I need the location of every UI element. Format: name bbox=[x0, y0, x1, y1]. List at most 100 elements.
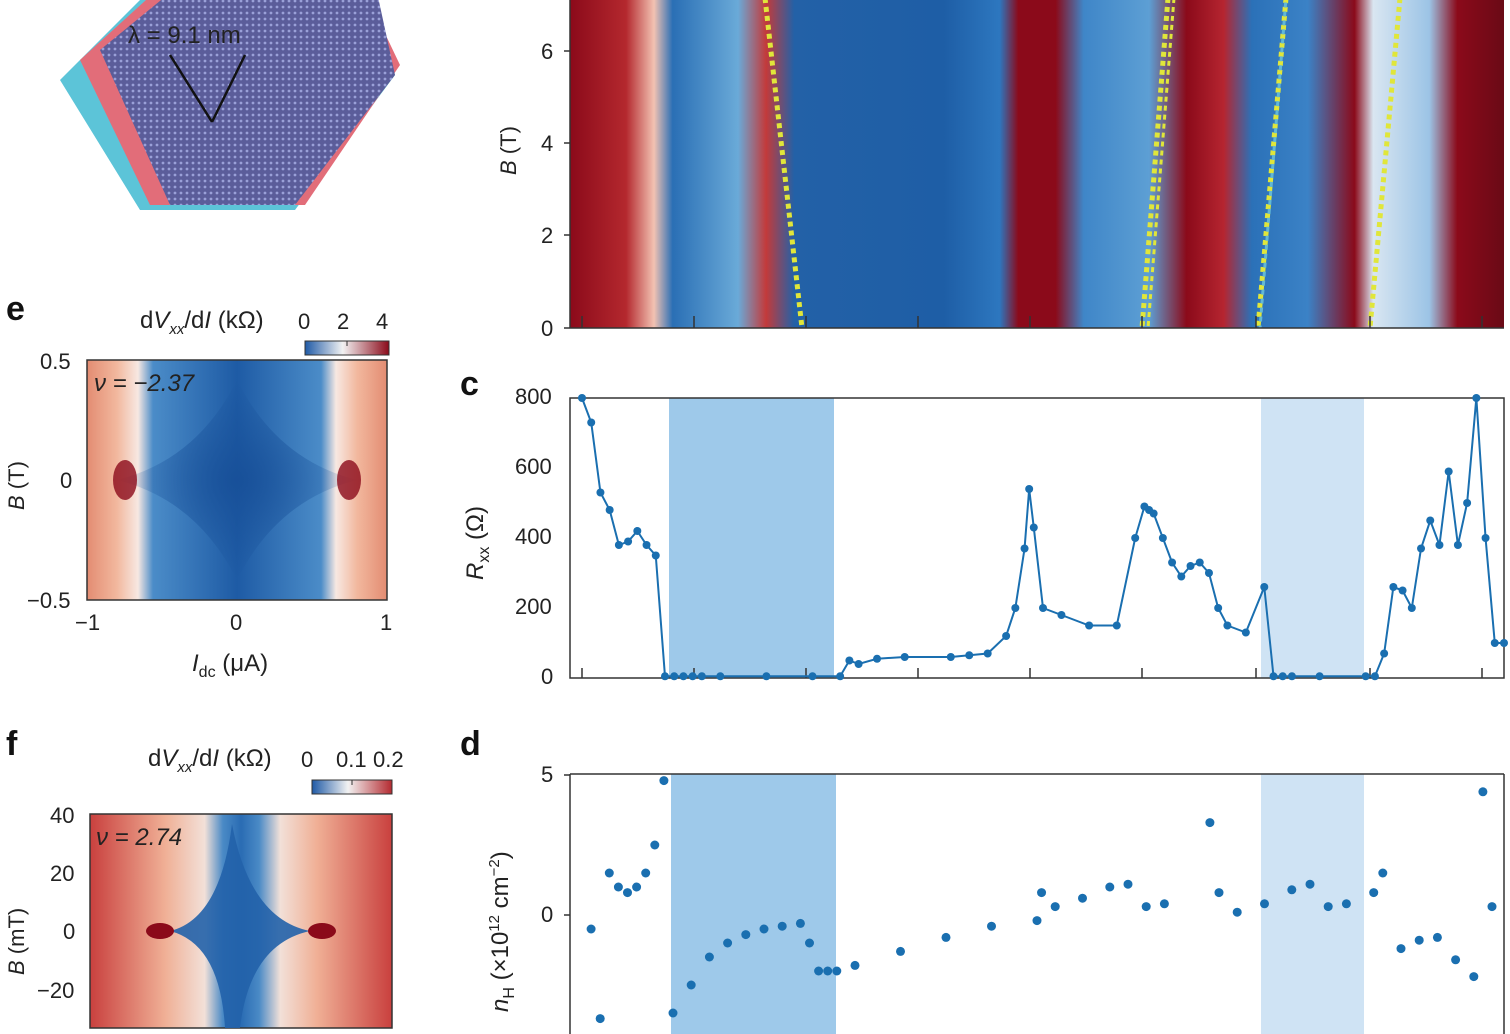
panel-c-point bbox=[845, 656, 854, 665]
panel-c-point bbox=[1481, 534, 1490, 542]
panel-d-point bbox=[1305, 879, 1315, 889]
panel-d-point bbox=[704, 952, 714, 962]
panel-c-point bbox=[1112, 621, 1121, 630]
panel-d-point bbox=[1260, 899, 1269, 909]
panel-e-colorbar-label: dVxx/dI (kΩ) bbox=[140, 307, 264, 338]
panel-f-cbar-tick-01: 0.1 bbox=[336, 747, 367, 772]
panel-c-point bbox=[660, 672, 669, 681]
panel-d-point bbox=[686, 980, 696, 990]
panel-d-point bbox=[823, 966, 833, 976]
panel-d-point bbox=[1159, 899, 1169, 909]
panel-c-point bbox=[614, 541, 623, 549]
panel-d-letter: d bbox=[460, 725, 481, 763]
panel-f-ytick-m20: −20 bbox=[37, 978, 75, 1003]
panel-c-point bbox=[688, 672, 697, 681]
panel-e-xlabel: Idc (μA) bbox=[192, 650, 269, 681]
panel-c-point bbox=[633, 527, 642, 535]
panel-d-point bbox=[1078, 893, 1087, 903]
panel-c-point bbox=[1029, 523, 1038, 532]
panel-e-xtick-right: 1 bbox=[380, 610, 393, 635]
panel-d-ytick-5: 5 bbox=[541, 762, 554, 787]
panel-f-ytick-0: 0 bbox=[63, 919, 76, 944]
panel-c-point bbox=[1453, 541, 1462, 549]
panel-d-point bbox=[814, 966, 824, 976]
panel-d-point bbox=[668, 1008, 678, 1018]
panel-d-point bbox=[623, 888, 632, 898]
panel-c-point bbox=[1380, 649, 1389, 658]
panel-c-point bbox=[1057, 611, 1066, 619]
panel-c-band-2 bbox=[1261, 398, 1364, 678]
panel-f-ytick-40: 40 bbox=[50, 803, 75, 828]
panel-c-band-1 bbox=[669, 398, 834, 678]
panel-c-point bbox=[578, 394, 586, 402]
panel-e-colorbar bbox=[304, 340, 390, 356]
panel-c-point bbox=[1025, 485, 1034, 493]
panel-f-nu-label: ν = 2.74 bbox=[96, 824, 183, 851]
panel-c-point bbox=[1472, 394, 1481, 402]
panel-b-ytick-0: 0 bbox=[541, 316, 554, 341]
panel-c-point bbox=[1260, 583, 1269, 591]
panel-d-ytick-0: 0 bbox=[541, 902, 554, 927]
panel-b-ytick-6: 6 bbox=[541, 39, 554, 64]
panel-d-point bbox=[1232, 907, 1242, 917]
panel-d-chart bbox=[564, 773, 1505, 1034]
panel-c-point bbox=[808, 672, 817, 681]
panel-c-point bbox=[1444, 467, 1453, 476]
panel-c-point bbox=[1500, 639, 1508, 647]
panel-d-point bbox=[1323, 902, 1333, 912]
panel-c-point bbox=[1177, 572, 1186, 581]
panel-d-point bbox=[896, 946, 905, 956]
panel-f-colorbar-label: dVxx/dI (kΩ) bbox=[148, 745, 272, 776]
panel-f-heatmap bbox=[89, 813, 393, 1029]
panel-f-ylabel: B (mT) bbox=[4, 907, 29, 975]
panel-b-ylabel: B (T) bbox=[496, 126, 521, 175]
panel-c-point bbox=[697, 672, 706, 681]
panel-c-ytick-0: 0 bbox=[541, 664, 554, 689]
panel-c-point bbox=[1315, 672, 1324, 681]
panel-e-letter: e bbox=[6, 290, 25, 328]
panel-e-cbar-tick-2: 2 bbox=[337, 309, 350, 334]
panel-e-heatmap bbox=[86, 359, 388, 601]
panel-c-point bbox=[1398, 586, 1407, 595]
panel-d-point bbox=[641, 868, 651, 878]
panel-c-point bbox=[1361, 672, 1370, 681]
panel-e-xtick-left: −1 bbox=[75, 610, 101, 635]
panel-e-cbar-tick-4: 4 bbox=[376, 309, 389, 334]
panel-c-point bbox=[1131, 534, 1140, 542]
panel-d-point bbox=[1105, 882, 1115, 892]
panel-c-point bbox=[1039, 604, 1047, 612]
panel-d-point bbox=[632, 882, 642, 892]
panel-d-point bbox=[723, 938, 733, 948]
panel-e-cbar-tick-0: 0 bbox=[298, 309, 311, 334]
panel-d-point bbox=[850, 960, 860, 970]
panel-c-point bbox=[1435, 541, 1444, 549]
moire-lattice-illustration bbox=[60, 0, 400, 210]
panel-c-ylabel: Rxx (Ω) bbox=[462, 506, 493, 580]
panel-d-point bbox=[1341, 899, 1351, 909]
panel-e-ytick-mid: 0 bbox=[60, 468, 73, 493]
panel-f-letter: f bbox=[6, 725, 18, 763]
panel-c-point bbox=[1158, 534, 1167, 542]
panel-f-ytick-20: 20 bbox=[50, 861, 75, 886]
panel-d-point bbox=[650, 840, 660, 850]
panel-d-point bbox=[1469, 972, 1479, 982]
panel-d-point bbox=[586, 924, 596, 934]
panel-b-axes bbox=[564, 0, 1504, 329]
panel-d-point bbox=[795, 918, 805, 928]
panel-d-point bbox=[1396, 944, 1406, 954]
panel-c-point bbox=[1287, 672, 1296, 681]
panel-c-point bbox=[873, 654, 882, 663]
panel-c-point bbox=[1020, 544, 1029, 553]
panel-c-point bbox=[1370, 672, 1379, 681]
panel-c-point bbox=[1269, 672, 1278, 681]
panel-c-point bbox=[900, 653, 909, 661]
panel-d-point bbox=[1478, 787, 1488, 797]
panel-c-point bbox=[1490, 639, 1499, 647]
panel-c-point bbox=[854, 660, 863, 668]
panel-d-point bbox=[1369, 888, 1379, 898]
panel-d-point bbox=[1032, 916, 1042, 926]
panel-d-point bbox=[1141, 902, 1151, 912]
panel-d-point bbox=[741, 930, 751, 940]
panel-c-point bbox=[946, 653, 955, 661]
panel-d-point bbox=[1205, 818, 1215, 828]
